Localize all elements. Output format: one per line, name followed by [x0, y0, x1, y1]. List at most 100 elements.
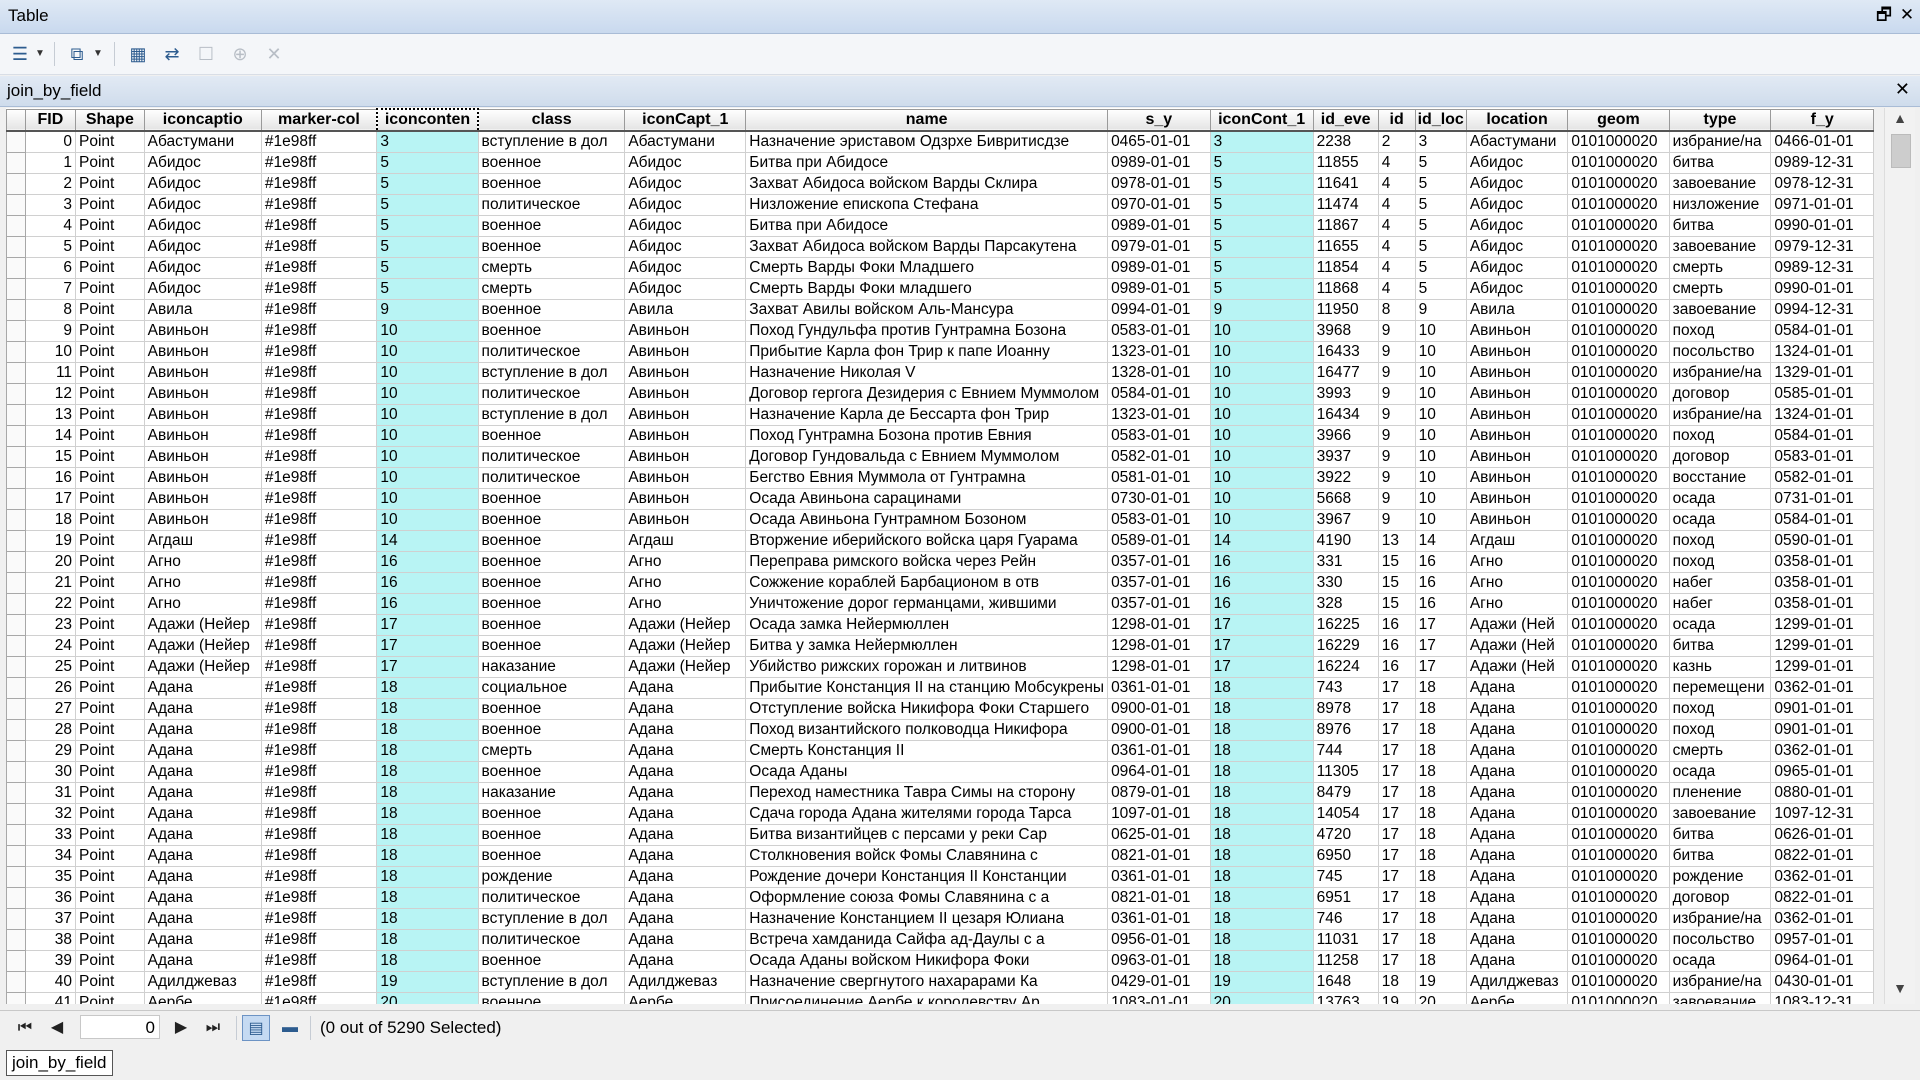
cell-iconcont1[interactable]: 10 [1209, 320, 1314, 342]
row-selector[interactable] [6, 719, 26, 741]
cell-iconconten[interactable]: 18 [376, 845, 479, 867]
cell-location[interactable]: Агно [1465, 572, 1569, 594]
table-row[interactable]: 26 Point Адана #1e98ff 18 социальное Адана Приб… [6, 677, 1874, 699]
table-row[interactable]: 30 Point Адана #1e98ff 18 военное Адана Осада А… [6, 761, 1874, 783]
table-row[interactable]: 28 Point Адана #1e98ff 18 военное Адана Поход в… [6, 719, 1874, 741]
cell-iconconten[interactable]: 18 [376, 677, 479, 699]
cell-ideve[interactable]: 746 [1312, 908, 1379, 930]
cell-iconconten[interactable]: 10 [376, 488, 479, 510]
cell-geom[interactable]: 0101000020 [1567, 488, 1670, 510]
cell-fy[interactable]: 0358-01-01 [1770, 572, 1874, 594]
zoom-to-selected-icon[interactable]: ⊕ [232, 44, 248, 64]
cell-class[interactable]: политическое [477, 194, 626, 216]
cell-location[interactable]: Агно [1465, 551, 1569, 573]
cell-iconcont1[interactable]: 18 [1209, 866, 1314, 888]
cell-iconcapt1[interactable]: Авиньон [624, 488, 747, 510]
cell-fid[interactable]: 8 [24, 299, 77, 321]
cell-id[interactable]: 17 [1377, 803, 1416, 825]
cell-name[interactable]: Договор гергога Дезидерия с Евнием Муммо… [745, 383, 1109, 405]
cell-sy[interactable]: 0989-01-01 [1107, 278, 1211, 300]
cell-idloc[interactable]: 10 [1414, 509, 1467, 531]
cell-type[interactable]: посольство [1668, 929, 1772, 951]
row-selector[interactable] [6, 971, 26, 993]
cell-fy[interactable]: 0362-01-01 [1770, 908, 1874, 930]
cell-iconconten[interactable]: 19 [376, 971, 479, 993]
cell-shape[interactable]: Point [75, 929, 145, 951]
cell-class[interactable]: политическое [477, 929, 626, 951]
cell-shape[interactable]: Point [75, 362, 145, 384]
cell-iconcaptio[interactable]: Абидос [143, 215, 262, 237]
cell-iconcaptio[interactable]: Агдаш [143, 530, 262, 552]
table-row[interactable]: 29 Point Адана #1e98ff 18 смерть Адана Смерть К… [6, 740, 1874, 762]
cell-type[interactable]: осада [1668, 761, 1772, 783]
cell-geom[interactable]: 0101000020 [1567, 194, 1670, 216]
cell-iconcaptio[interactable]: Авиньон [143, 446, 262, 468]
cell-shape[interactable]: Point [75, 509, 145, 531]
table-row[interactable]: 24 Point Адажи (Нейер #1e98ff 17 военное Адажи… [6, 635, 1874, 657]
cell-id[interactable]: 15 [1377, 551, 1416, 573]
table-row[interactable]: 41 Point Аербе #1e98ff 20 военное Аербе Присоед… [6, 992, 1874, 1004]
cell-iconcont1[interactable]: 5 [1209, 215, 1314, 237]
cell-marker[interactable]: #1e98ff [260, 488, 378, 510]
cell-class[interactable]: военное [477, 635, 626, 657]
cell-fy[interactable]: 0582-01-01 [1770, 467, 1874, 489]
cell-location[interactable]: Авиньон [1465, 341, 1569, 363]
cell-fid[interactable]: 17 [24, 488, 77, 510]
cell-geom[interactable]: 0101000020 [1567, 887, 1670, 909]
column-header-marker[interactable]: marker-col [260, 108, 378, 132]
cell-class[interactable]: военное [477, 320, 626, 342]
table-row[interactable]: 13 Point Авиньон #1e98ff 10 вступление в дол А… [6, 404, 1874, 426]
cell-iconcapt1[interactable]: Абастумани [624, 130, 747, 153]
cell-type[interactable]: избрание/на [1668, 971, 1772, 993]
cell-iconconten[interactable]: 20 [376, 992, 479, 1004]
scroll-up-icon[interactable]: ▲ [1893, 110, 1907, 126]
cell-sy[interactable]: 0900-01-01 [1107, 698, 1211, 720]
cell-iconcapt1[interactable]: Адилджевaз [624, 971, 747, 993]
cell-iconcapt1[interactable]: Адана [624, 740, 747, 762]
cell-id[interactable]: 9 [1377, 362, 1416, 384]
cell-location[interactable]: Абидос [1465, 215, 1569, 237]
cell-geom[interactable]: 0101000020 [1567, 719, 1670, 741]
cell-iconcapt1[interactable]: Авиньон [624, 467, 747, 489]
cell-type[interactable]: поход [1668, 425, 1772, 447]
row-selector[interactable] [6, 152, 26, 174]
cell-ideve[interactable]: 3993 [1312, 383, 1379, 405]
cell-sy[interactable]: 0989-01-01 [1107, 257, 1211, 279]
cell-class[interactable]: военное [477, 215, 626, 237]
cell-location[interactable]: Адана [1465, 950, 1569, 972]
cell-marker[interactable]: #1e98ff [260, 992, 378, 1004]
cell-fid[interactable]: 7 [24, 278, 77, 300]
cell-type[interactable]: завоевание [1668, 803, 1772, 825]
cell-shape[interactable]: Point [75, 530, 145, 552]
cell-iconcaptio[interactable]: Авиньон [143, 404, 262, 426]
cell-shape[interactable]: Point [75, 971, 145, 993]
cell-fid[interactable]: 18 [24, 509, 77, 531]
cell-marker[interactable]: #1e98ff [260, 845, 378, 867]
cell-shape[interactable]: Point [75, 236, 145, 258]
cell-iconcapt1[interactable]: Адана [624, 698, 747, 720]
cell-marker[interactable]: #1e98ff [260, 383, 378, 405]
cell-fy[interactable]: 0979-12-31 [1770, 236, 1874, 258]
cell-shape[interactable]: Point [75, 194, 145, 216]
cell-iconcapt1[interactable]: Авиньон [624, 383, 747, 405]
cell-class[interactable]: военное [477, 761, 626, 783]
table-row[interactable]: 5 Point Абидос #1e98ff 5 военное Абидос Захват … [6, 236, 1874, 258]
cell-name[interactable]: Битва при Абидосе [745, 152, 1109, 174]
cell-geom[interactable]: 0101000020 [1567, 299, 1670, 321]
cell-idloc[interactable]: 5 [1414, 194, 1467, 216]
cell-id[interactable]: 16 [1377, 656, 1416, 678]
cell-id[interactable]: 19 [1377, 992, 1416, 1004]
cell-iconcont1[interactable]: 5 [1209, 236, 1314, 258]
cell-shape[interactable]: Point [75, 152, 145, 174]
cell-geom[interactable]: 0101000020 [1567, 761, 1670, 783]
row-selector[interactable] [6, 551, 26, 573]
cell-name[interactable]: Назначение Николая V [745, 362, 1109, 384]
first-record-icon[interactable]: ⏮ [17, 1019, 33, 1036]
cell-idloc[interactable]: 18 [1414, 677, 1467, 699]
table-row[interactable]: 7 Point Абидос #1e98ff 5 смерть Абидос Смерть В… [6, 278, 1874, 300]
cell-fy[interactable]: 0731-01-01 [1770, 488, 1874, 510]
close-table-icon[interactable]: ✕ [1894, 79, 1910, 99]
cell-ideve[interactable]: 16229 [1312, 635, 1379, 657]
cell-location[interactable]: Агно [1465, 593, 1569, 615]
cell-iconcont1[interactable]: 10 [1209, 341, 1314, 363]
